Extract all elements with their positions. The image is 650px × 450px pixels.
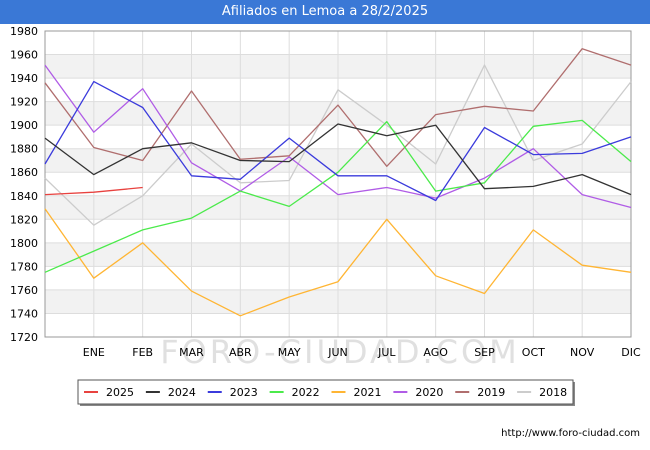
x-tick-label: OCT [522, 346, 545, 359]
legend-label-2021: 2021 [354, 386, 382, 399]
x-tick-label: NOV [570, 346, 595, 359]
series-line-2021 [44, 208, 632, 317]
plot-border [44, 30, 632, 338]
watermark-text: FORO-CIUDAD.COM [160, 333, 520, 371]
x-axis-ticks: ENE FEB MAR ABR MAY JUN JUL AGO SEP OCT NOV DIC [83, 346, 641, 359]
legend-label-2022: 2022 [292, 386, 320, 399]
y-tick-label: 1980 [10, 25, 38, 38]
x-tick-label: ABR [229, 346, 252, 359]
x-tick-label: ENE [83, 346, 105, 359]
y-tick-label: 1740 [10, 307, 38, 320]
legend-box [77, 379, 574, 405]
series-line-2025 [44, 186, 143, 196]
y-axis-ticks: 1720 1740 1760 1780 1800 1820 1840 1860 1880 1900… [10, 25, 38, 344]
chart-title: Afiliados en Lemoa a 28/2/2025 [0, 0, 650, 24]
x-tick-label: FEB [132, 346, 153, 359]
x-tick-label: AGO [423, 346, 448, 359]
x-tick-label: MAY [278, 346, 301, 359]
x-tick-label: SEP [474, 346, 495, 359]
legend-label-2024: 2024 [168, 386, 196, 399]
legend-label-2020: 2020 [415, 386, 443, 399]
y-tick-label: 1720 [10, 331, 38, 344]
series-line-2024 [44, 123, 632, 196]
y-tick-label: 1920 [10, 96, 38, 109]
legend: 2025 2024 2023 2022 2021 2020 2019 2018 [77, 379, 575, 406]
y-tick-label: 1940 [10, 72, 38, 85]
source-url[interactable]: http://www.foro-ciudad.com [501, 428, 640, 439]
x-tick-label: DIC [621, 346, 641, 359]
legend-label-2025: 2025 [106, 386, 134, 399]
y-tick-label: 1820 [10, 213, 38, 226]
series-line-2020 [44, 64, 632, 209]
series-lines [44, 48, 632, 317]
series-line-2019 [44, 48, 632, 167]
legend-label-2023: 2023 [230, 386, 258, 399]
series-line-2023 [44, 80, 632, 202]
y-tick-label: 1840 [10, 190, 38, 203]
x-tick-label: JUL [377, 346, 396, 359]
series-line-2018 [44, 64, 632, 226]
legend-label-2019: 2019 [477, 386, 505, 399]
x-tick-label: MAR [179, 346, 204, 359]
y-tick-label: 1880 [10, 143, 38, 156]
y-tick-label: 1760 [10, 284, 38, 297]
legend-label-2018: 2018 [539, 386, 567, 399]
y-tick-label: 1900 [10, 119, 38, 132]
x-tick-label: JUN [327, 346, 348, 359]
y-tick-label: 1860 [10, 166, 38, 179]
series-line-2022 [44, 119, 632, 273]
y-tick-label: 1780 [10, 260, 38, 273]
y-tick-label: 1960 [10, 49, 38, 62]
y-tick-label: 1800 [10, 237, 38, 250]
